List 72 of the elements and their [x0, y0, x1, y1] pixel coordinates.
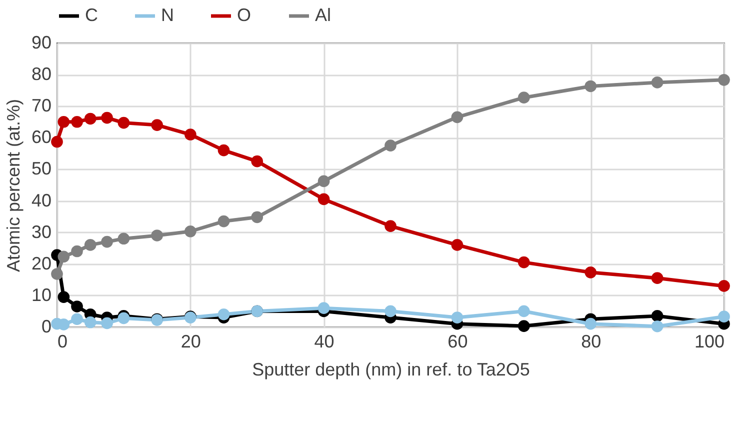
point	[51, 268, 63, 280]
point	[318, 193, 330, 206]
point	[451, 312, 464, 324]
point	[218, 144, 230, 156]
point	[84, 239, 96, 251]
point	[384, 220, 396, 232]
point	[318, 302, 330, 314]
point	[151, 119, 163, 131]
y-tick-label: 90	[31, 32, 52, 52]
y-tick-label: 80	[31, 64, 52, 84]
point	[101, 236, 113, 248]
y-tick-label: 40	[31, 190, 52, 210]
point	[184, 128, 196, 140]
legend-label: O	[237, 5, 252, 25]
point	[58, 250, 70, 263]
point	[71, 300, 83, 312]
point	[518, 92, 530, 104]
point	[58, 291, 70, 303]
x-tick-label: 60	[448, 332, 468, 352]
point	[451, 239, 464, 251]
y-tick-label: 10	[31, 284, 52, 305]
point	[251, 211, 264, 224]
y-axis-title: Atomic percent (at.%)	[3, 98, 24, 272]
point	[584, 318, 597, 330]
point	[184, 225, 196, 238]
point	[651, 320, 664, 332]
point	[71, 116, 83, 128]
point	[718, 74, 730, 86]
x-tick-label: 40	[314, 332, 334, 352]
y-tick-label: 50	[31, 158, 52, 179]
point	[71, 245, 83, 258]
y-tick-label: 60	[31, 127, 52, 148]
point	[718, 310, 730, 322]
x-tick-label: 100	[694, 332, 724, 352]
point	[151, 230, 163, 242]
point	[584, 266, 597, 278]
point	[518, 256, 530, 268]
point	[71, 313, 83, 326]
point	[651, 272, 664, 284]
point	[118, 232, 130, 245]
point	[518, 305, 530, 318]
point	[651, 310, 664, 322]
point	[51, 136, 63, 148]
point	[218, 308, 230, 320]
point	[718, 280, 730, 292]
point	[318, 175, 330, 188]
legend-label: C	[85, 5, 98, 25]
y-tick-label: 20	[31, 253, 52, 274]
legend-label: Al	[315, 5, 332, 25]
point	[584, 80, 597, 92]
point	[218, 215, 230, 228]
point	[518, 320, 530, 332]
point	[251, 155, 264, 168]
point	[101, 112, 113, 124]
x-tick-label: 20	[180, 332, 201, 352]
x-axis-title: Sputter depth (nm) in ref. to Ta2O5	[252, 360, 530, 380]
legend-label: N	[161, 5, 174, 25]
point	[118, 312, 130, 324]
x-tick-label: 80	[581, 332, 602, 352]
point	[84, 316, 96, 328]
y-tick-label: 30	[31, 222, 52, 242]
y-tick-label: 70	[31, 96, 52, 116]
point	[384, 305, 396, 318]
y-tick-label: 0	[41, 316, 52, 336]
point	[84, 112, 96, 125]
point	[384, 140, 396, 152]
point	[451, 111, 464, 124]
point	[58, 116, 70, 128]
point	[101, 317, 113, 330]
point	[651, 76, 664, 88]
x-tick-label: 0	[58, 332, 68, 352]
point	[118, 116, 130, 129]
